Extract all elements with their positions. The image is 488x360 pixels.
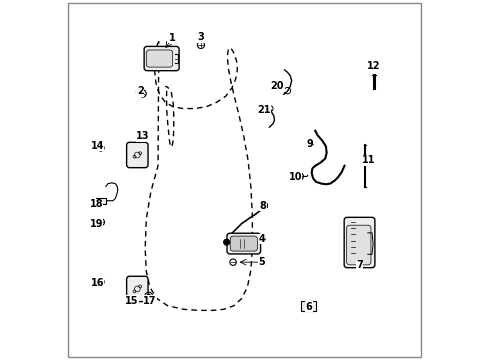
FancyBboxPatch shape	[344, 217, 374, 268]
FancyBboxPatch shape	[126, 276, 148, 302]
Text: 12: 12	[366, 62, 380, 71]
Text: 11: 11	[361, 156, 375, 165]
FancyBboxPatch shape	[226, 233, 260, 254]
Text: 15: 15	[125, 296, 139, 306]
Text: 1: 1	[168, 33, 175, 43]
FancyBboxPatch shape	[126, 142, 148, 168]
Bar	[261, 203, 267, 207]
Text: 9: 9	[305, 139, 312, 149]
Text: 6: 6	[305, 302, 311, 312]
Text: 20: 20	[270, 81, 284, 91]
Text: 19: 19	[89, 219, 103, 229]
Text: 14: 14	[90, 141, 104, 151]
Text: 3: 3	[197, 32, 204, 42]
Text: 18: 18	[89, 199, 103, 209]
Text: 17: 17	[143, 296, 156, 306]
Text: 4: 4	[258, 234, 264, 244]
FancyBboxPatch shape	[230, 236, 257, 251]
Text: 13: 13	[136, 131, 149, 141]
FancyBboxPatch shape	[346, 225, 370, 265]
Text: 10: 10	[288, 172, 302, 182]
Circle shape	[147, 294, 150, 298]
Text: 5: 5	[258, 257, 264, 267]
Text: 8: 8	[259, 201, 266, 211]
FancyBboxPatch shape	[146, 50, 172, 67]
FancyBboxPatch shape	[144, 46, 179, 71]
Bar	[301, 301, 316, 311]
Text: 21: 21	[257, 105, 270, 115]
Bar	[96, 198, 105, 204]
Text: 16: 16	[90, 278, 104, 288]
Circle shape	[224, 239, 229, 245]
Text: 2: 2	[137, 86, 143, 96]
Text: 7: 7	[355, 260, 362, 270]
